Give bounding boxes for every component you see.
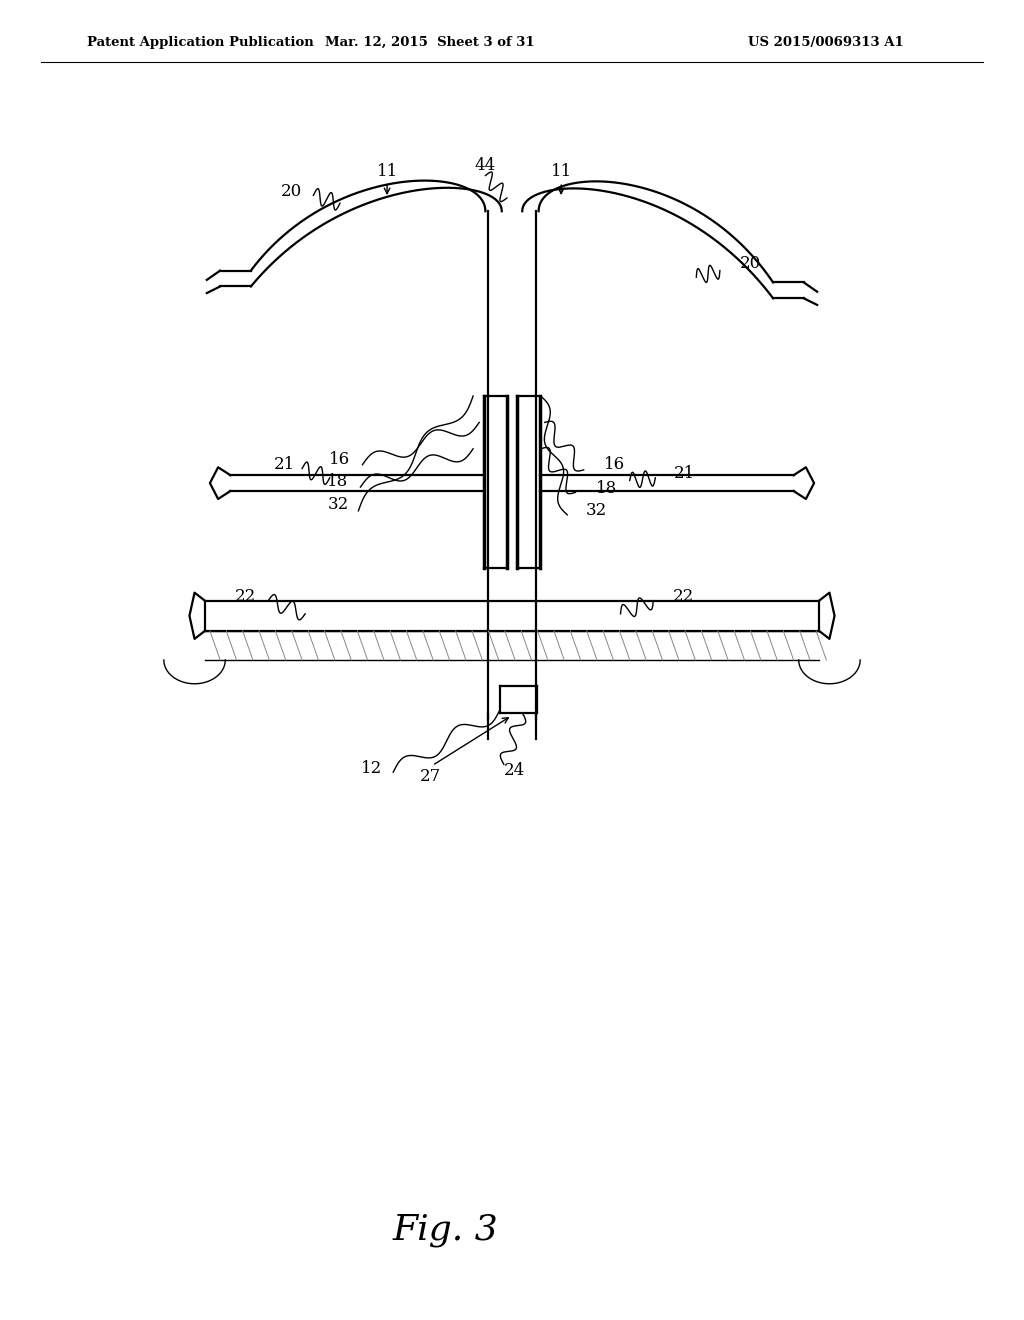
Text: 22: 22	[673, 589, 694, 605]
Text: Fig. 3: Fig. 3	[392, 1213, 499, 1247]
Text: 20: 20	[739, 256, 761, 272]
Text: Patent Application Publication: Patent Application Publication	[87, 36, 313, 49]
Text: 11: 11	[377, 164, 397, 180]
Text: 16: 16	[330, 451, 350, 467]
Text: 32: 32	[586, 503, 607, 519]
Text: 27: 27	[420, 768, 440, 784]
Text: 21: 21	[674, 466, 695, 482]
Text: 21: 21	[274, 457, 295, 473]
Text: 32: 32	[328, 496, 348, 512]
Text: 11: 11	[551, 164, 571, 180]
Text: 12: 12	[361, 760, 382, 776]
Text: Mar. 12, 2015  Sheet 3 of 31: Mar. 12, 2015 Sheet 3 of 31	[326, 36, 535, 49]
Text: 24: 24	[504, 763, 525, 779]
Text: US 2015/0069313 A1: US 2015/0069313 A1	[748, 36, 903, 49]
Text: 20: 20	[282, 183, 302, 199]
Text: 18: 18	[328, 474, 348, 490]
Text: 22: 22	[236, 589, 256, 605]
Text: 44: 44	[475, 157, 496, 173]
Text: 16: 16	[604, 457, 626, 473]
Text: 18: 18	[596, 480, 617, 496]
